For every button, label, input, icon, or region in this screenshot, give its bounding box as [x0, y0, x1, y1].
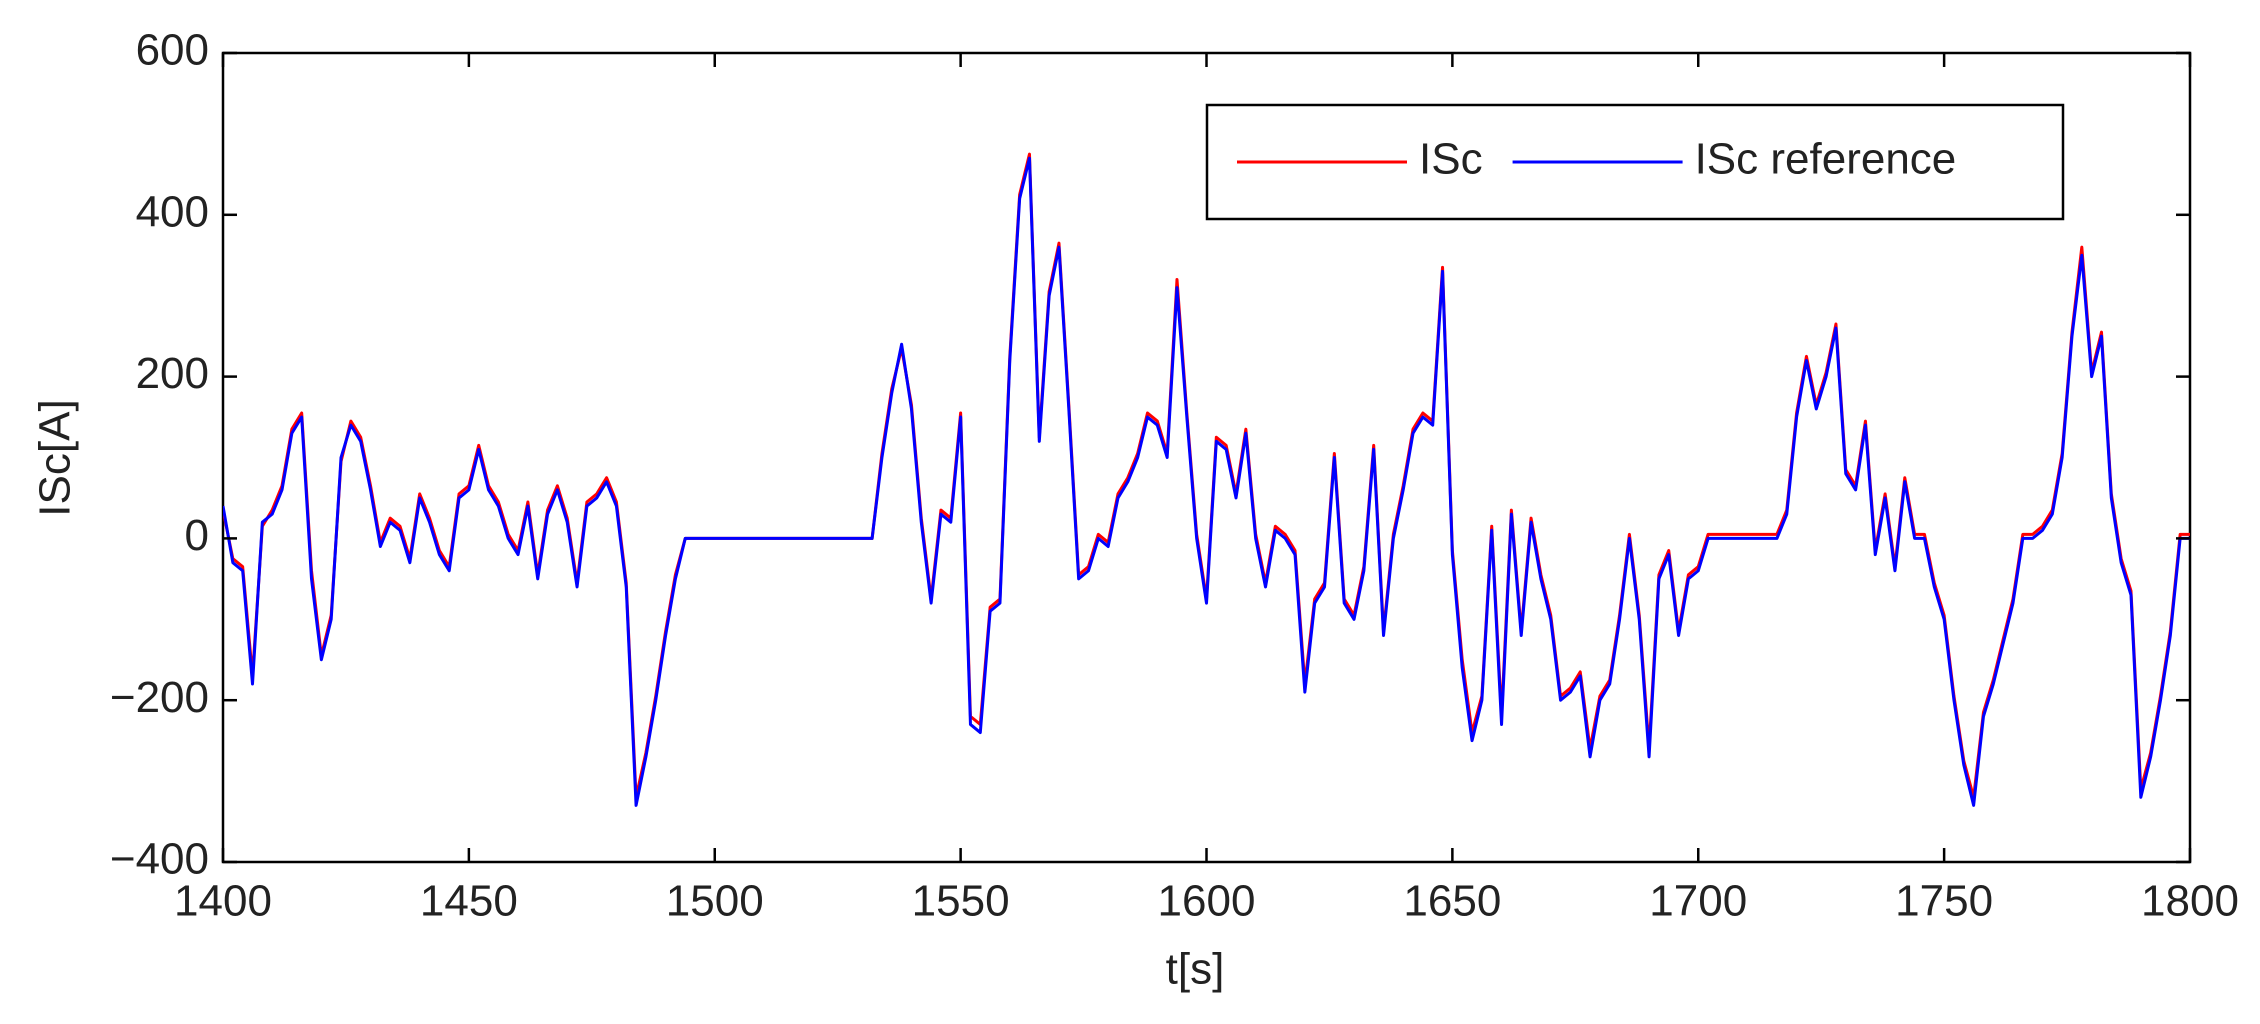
- x-tick-label: 1650: [1403, 877, 1501, 926]
- x-tick-label: 1500: [666, 877, 764, 926]
- lines: [223, 152, 2190, 807]
- x-tick-label: 1800: [2141, 877, 2239, 926]
- y-tick-label: 400: [136, 187, 209, 236]
- x-tick-label: 1750: [1895, 877, 1993, 926]
- x-axis-label: t[s]: [1166, 945, 1225, 994]
- x-tick-label: 1700: [1649, 877, 1747, 926]
- legend: ISc ISc reference: [1205, 103, 2065, 221]
- series-line: [223, 156, 2190, 807]
- x-tick-label: 1600: [1158, 877, 1256, 926]
- x-tick-label: 1550: [912, 877, 1010, 926]
- x-tick-label: 1450: [420, 877, 518, 926]
- y-tick-label: 200: [136, 349, 209, 398]
- ticks: 1400 1450 1500 1550 1600 1650 1700 1750 1800 −400…: [110, 26, 2239, 926]
- series-line: [223, 152, 2190, 799]
- legend-label: ISc: [1419, 135, 1483, 184]
- y-axis-label: ISc[A]: [31, 399, 80, 516]
- y-tick-label: 0: [185, 511, 209, 560]
- y-tick-label: 600: [136, 26, 209, 75]
- y-tick-label: −200: [110, 673, 209, 722]
- x-tick-label: 1400: [174, 877, 272, 926]
- y-tick-label: −400: [110, 835, 209, 884]
- legend-label: ISc reference: [1695, 135, 1957, 184]
